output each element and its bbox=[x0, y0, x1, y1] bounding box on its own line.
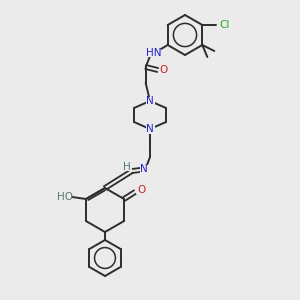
Text: N: N bbox=[146, 96, 154, 106]
Text: HN: HN bbox=[146, 48, 161, 58]
FancyBboxPatch shape bbox=[159, 66, 169, 74]
FancyBboxPatch shape bbox=[146, 124, 154, 134]
FancyBboxPatch shape bbox=[146, 97, 154, 106]
FancyBboxPatch shape bbox=[136, 186, 146, 194]
Text: H: H bbox=[123, 162, 131, 172]
Text: N: N bbox=[146, 124, 154, 134]
Text: O: O bbox=[160, 65, 168, 75]
FancyBboxPatch shape bbox=[140, 164, 148, 173]
FancyBboxPatch shape bbox=[217, 21, 231, 29]
FancyBboxPatch shape bbox=[122, 163, 131, 171]
Text: Cl: Cl bbox=[219, 20, 230, 30]
Text: N: N bbox=[140, 164, 148, 174]
FancyBboxPatch shape bbox=[147, 49, 161, 57]
FancyBboxPatch shape bbox=[57, 193, 72, 201]
Text: O: O bbox=[137, 185, 145, 195]
Text: HO: HO bbox=[57, 192, 73, 202]
